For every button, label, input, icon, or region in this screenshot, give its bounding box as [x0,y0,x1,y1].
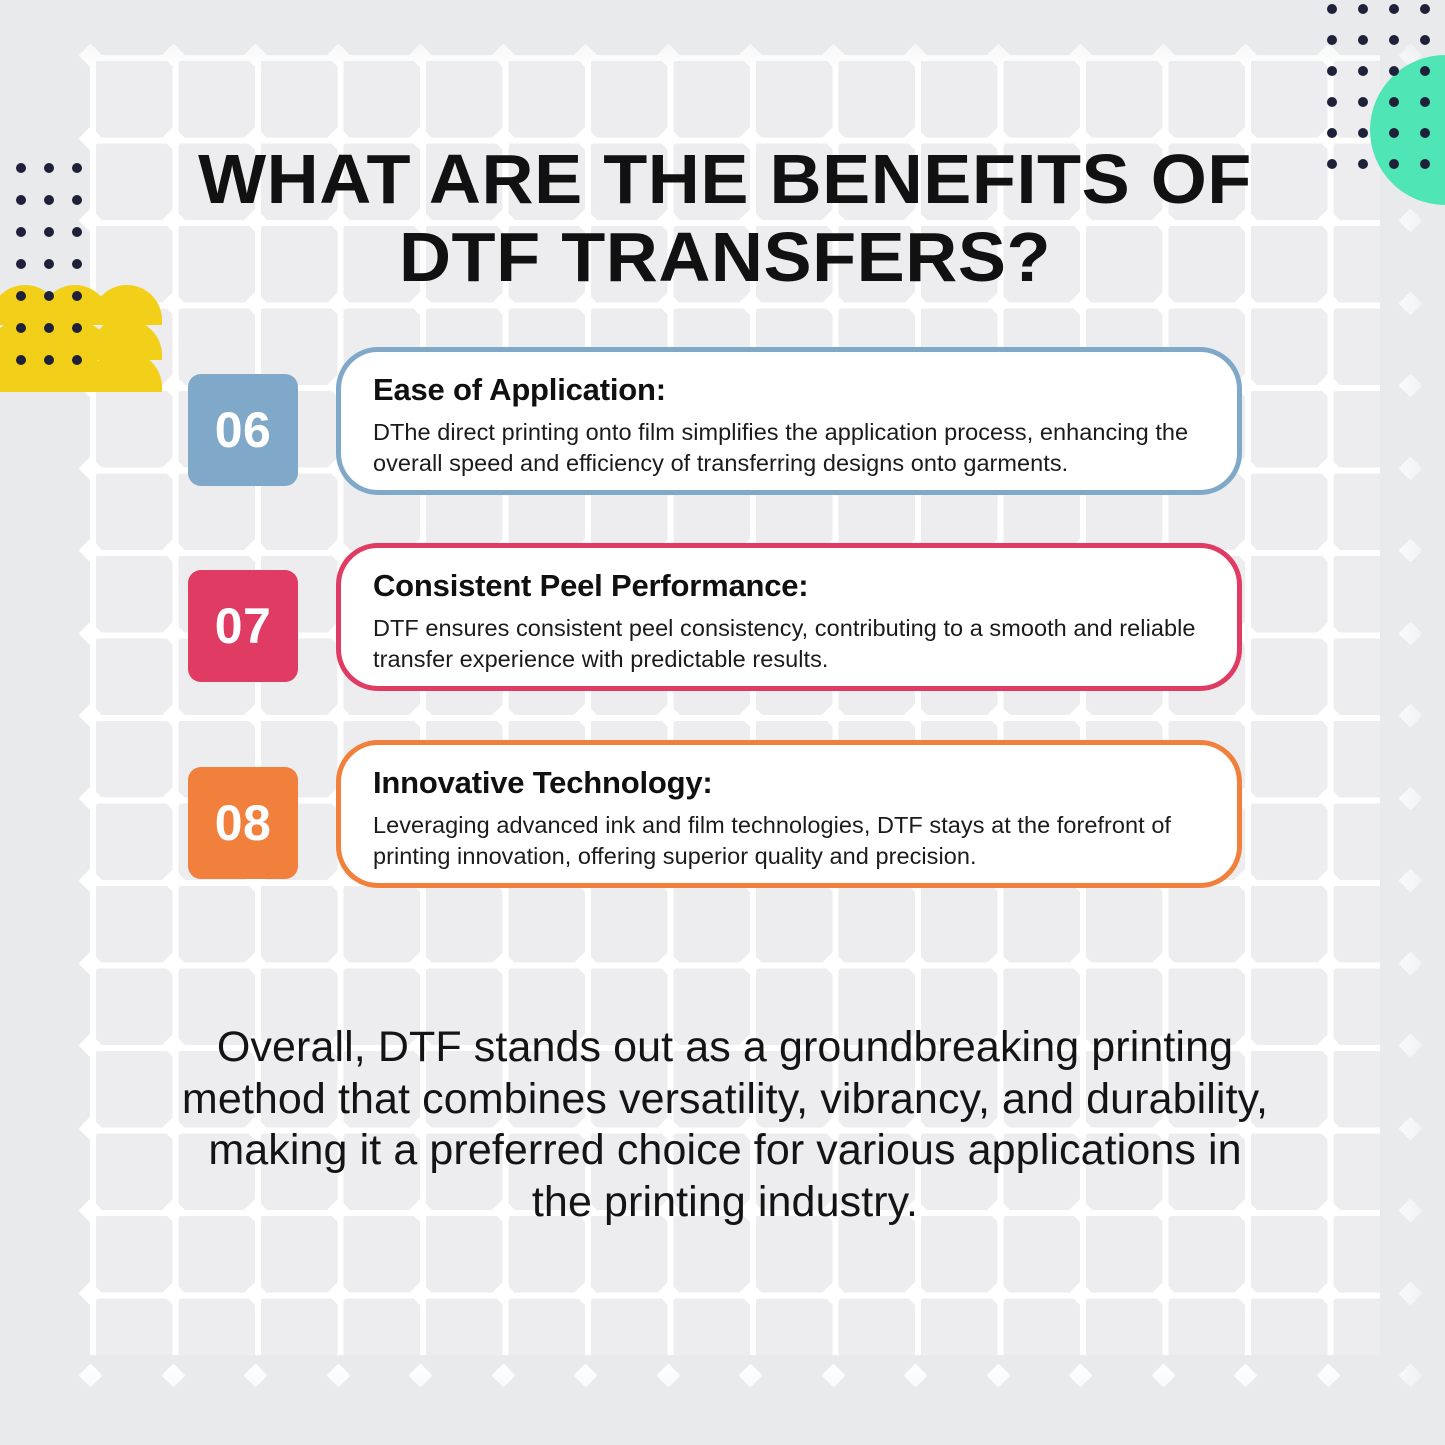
decorative-dot [44,227,54,237]
decorative-dot [1358,97,1368,107]
decorative-dot [72,195,82,205]
benefit-card-07[interactable]: Consistent Peel Performance: DTF ensures… [336,543,1242,691]
decorative-dot [44,195,54,205]
decorative-dot [1358,35,1368,45]
teal-circle-decoration [1370,55,1445,205]
decorative-dot [1358,4,1368,14]
decorative-dot [44,259,54,269]
decorative-dot [1389,35,1399,45]
badge-number-08: 08 [188,767,298,879]
decorative-dot [1420,35,1430,45]
decorative-dot [16,227,26,237]
card-title-07: Consistent Peel Performance: [373,568,809,603]
decorative-dot [1358,159,1368,169]
decorative-dot [72,355,82,365]
decorative-dot [44,323,54,333]
decorative-dot [1420,128,1430,138]
badge-number-06: 06 [188,374,298,486]
decorative-dot [1327,97,1337,107]
decorative-dot [16,291,26,301]
badge-label: 06 [214,402,272,458]
decorative-dot [72,259,82,269]
decorative-dot [1420,66,1430,76]
decorative-dot [72,227,82,237]
decorative-dot [44,163,54,173]
benefit-row-06: 06 Ease of Application: DThe direct prin… [188,347,1258,517]
decorative-dot [1327,128,1337,138]
decorative-dot [16,323,26,333]
decorative-dot [1389,97,1399,107]
badge-label: 08 [214,795,272,851]
card-body-08: Leveraging advanced ink and film technol… [373,812,1172,870]
card-body-07: DTF ensures consistent peel consistency,… [373,615,1196,673]
decorative-dot [1327,35,1337,45]
decorative-dot [1389,159,1399,169]
card-title-06: Ease of Application: [373,372,666,407]
decorative-dot [16,355,26,365]
decorative-dot [1420,97,1430,107]
benefit-card-06[interactable]: Ease of Application: DThe direct printin… [336,347,1242,495]
decorative-dot [1327,66,1337,76]
badge-label: 07 [214,598,272,654]
benefit-row-07: 07 Consistent Peel Performance: DTF ensu… [188,543,1258,713]
summary-paragraph: Overall, DTF stands out as a groundbreak… [181,1023,1269,1226]
decorative-dot [72,163,82,173]
decorative-dot [72,323,82,333]
page-title: WHAT ARE THE BENEFITS OF DTF TRANSFERS? [198,140,1252,297]
card-body-06: DThe direct printing onto film simplifie… [373,419,1189,477]
card-title-08: Innovative Technology: [373,765,713,800]
decorative-dot [44,291,54,301]
badge-number-07: 07 [188,570,298,682]
decorative-dot [1420,4,1430,14]
decorative-dot [1389,4,1399,14]
decorative-dot [16,195,26,205]
decorative-dot [1358,66,1368,76]
decorative-dot [72,291,82,301]
decorative-dot [16,259,26,269]
decorative-dot [1389,128,1399,138]
decorative-dot [44,355,54,365]
benefit-card-08[interactable]: Innovative Technology: Leveraging advanc… [336,740,1242,888]
decorative-dot [1358,128,1368,138]
decorative-dot [1327,159,1337,169]
decorative-dot [1327,4,1337,14]
benefit-row-08: 08 Innovative Technology: Leveraging adv… [188,740,1258,910]
decorative-dot [16,163,26,173]
decorative-dot [1420,159,1430,169]
decorative-dot [1389,66,1399,76]
